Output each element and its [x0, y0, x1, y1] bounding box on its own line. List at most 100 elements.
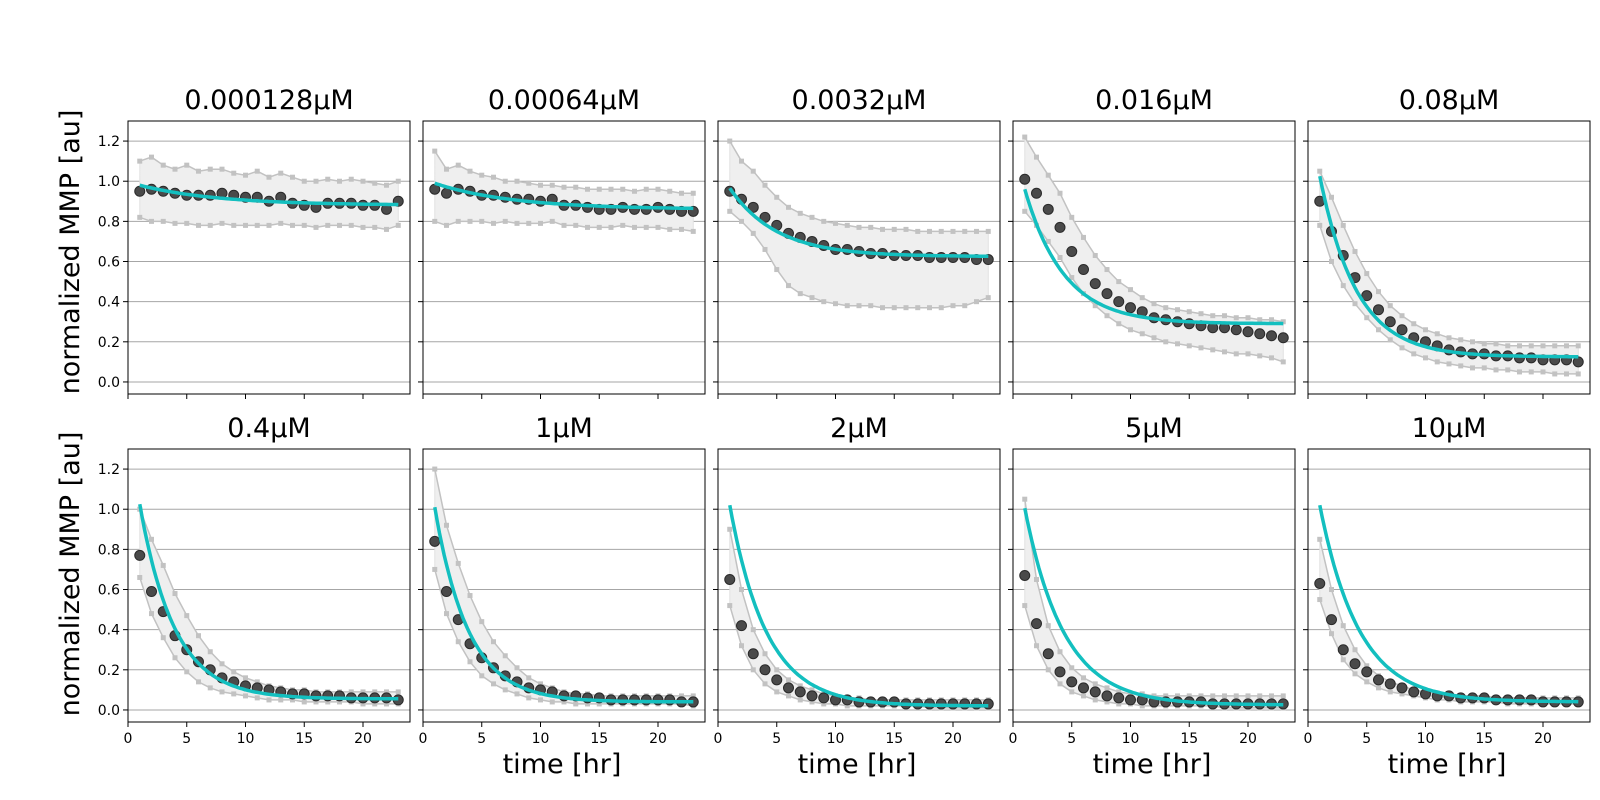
mean-point [1266, 330, 1277, 342]
replicate-point [608, 186, 614, 192]
replicate-point [149, 218, 154, 224]
y-tick-label: 0.6 [98, 583, 120, 599]
replicate-point [1210, 347, 1216, 353]
panel-9: 5μM 0 5 10 15 20 [1008, 413, 1296, 747]
replicate-point [786, 677, 791, 683]
replicate-point [1045, 172, 1051, 178]
replicate-point [1552, 343, 1558, 349]
mean-point [771, 674, 783, 686]
x-tick-label: 5 [772, 731, 781, 747]
replicate-point [325, 176, 331, 182]
replicate-point [1245, 351, 1251, 357]
plot-area [1314, 168, 1584, 377]
replicate-point [797, 210, 803, 216]
mean-point [1349, 658, 1361, 670]
replicate-point [1069, 275, 1075, 281]
replicate-point [549, 218, 555, 224]
panel-2: 0.00064μM [418, 85, 706, 399]
mean-point [1113, 692, 1125, 704]
x-tick-label: 20 [649, 731, 667, 747]
replicate-point [1186, 343, 1192, 349]
replicate-point [585, 186, 590, 192]
x-axis-label-col-5: time [hr] [1388, 749, 1507, 780]
replicate-point [891, 226, 897, 232]
x-tick-label: 20 [944, 731, 962, 747]
replicate-point [632, 188, 637, 194]
replicate-point [219, 166, 225, 172]
replicate-point [1399, 691, 1405, 697]
replicate-point [891, 305, 897, 311]
y-axis-label-row-1: normalized MMP [au] [55, 110, 86, 395]
x-tick-label: 15 [1475, 731, 1493, 747]
replicate-point [479, 673, 485, 679]
range-band [1319, 170, 1579, 375]
replicate-point [1057, 649, 1063, 655]
x-tick-label: 10 [237, 731, 255, 747]
x-tick-label: 0 [419, 731, 428, 747]
replicate-point [1575, 371, 1581, 377]
plot-area [134, 154, 404, 232]
replicate-point [432, 148, 438, 154]
replicate-point [1458, 337, 1464, 343]
replicate-point [809, 295, 815, 301]
x-tick-label: 20 [1239, 731, 1257, 747]
replicate-point [679, 693, 684, 699]
replicate-point [444, 222, 449, 228]
replicate-point [172, 220, 178, 226]
replicate-point [1269, 317, 1274, 323]
x-tick-label: 5 [182, 731, 191, 747]
replicate-point [739, 218, 744, 224]
replicate-point [585, 701, 590, 707]
mean-point [1125, 694, 1136, 706]
replicate-point [1317, 168, 1323, 174]
replicate-point [1517, 369, 1522, 375]
replicate-point [290, 697, 295, 703]
replicate-point [1104, 685, 1110, 691]
replicate-point [1434, 331, 1440, 337]
replicate-point [1175, 693, 1180, 699]
mean-point [1125, 302, 1136, 314]
replicate-point [1257, 353, 1263, 359]
mean-point [1408, 686, 1420, 698]
replicate-point [432, 466, 438, 472]
x-tick-label: 20 [354, 731, 372, 747]
replicate-point [526, 675, 532, 681]
replicate-point [962, 303, 968, 309]
replicate-point [620, 186, 626, 192]
replicate-point [573, 222, 579, 228]
replicate-point [596, 186, 602, 192]
panel-frame [717, 448, 1001, 723]
replicate-point [1245, 693, 1251, 699]
fit-curve [1318, 175, 1579, 359]
range-band [729, 139, 989, 309]
replicate-point [774, 267, 780, 273]
mean-point [1089, 278, 1101, 290]
range-band [434, 468, 694, 707]
panel-title: 10μM [1412, 413, 1487, 444]
replicate-point [219, 661, 225, 667]
fit-curve [433, 506, 694, 704]
replicate-point [739, 587, 744, 593]
replicate-point [491, 639, 496, 645]
replicate-point [950, 303, 956, 309]
replicate-point [1139, 331, 1145, 337]
replicate-point [395, 178, 401, 184]
replicate-point [301, 222, 307, 228]
replicate-point [207, 222, 213, 228]
y-tick-label: 0.4 [98, 623, 120, 639]
mean-point [1396, 682, 1408, 694]
x-tick-label: 10 [1122, 731, 1140, 747]
replicate-point [1376, 327, 1381, 333]
replicate-point [1434, 359, 1440, 365]
replicate-point [254, 679, 260, 685]
replicate-point [1481, 341, 1487, 347]
replicate-point [172, 166, 178, 172]
replicate-point [750, 667, 756, 673]
fit-curve [1023, 188, 1284, 326]
panel-title: 0.0032μM [792, 85, 927, 116]
panel-frame [717, 120, 1001, 395]
replicate-point [538, 697, 543, 703]
replicate-point [196, 222, 201, 228]
replicate-point [856, 224, 862, 230]
range-band [139, 509, 399, 705]
